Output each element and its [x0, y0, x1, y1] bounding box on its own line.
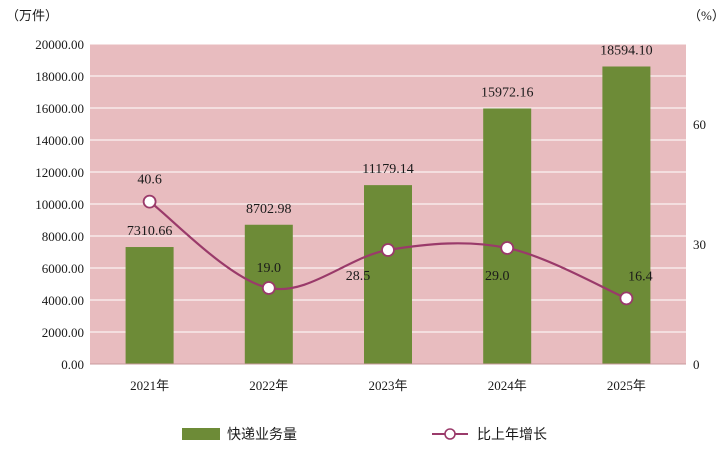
right-axis-tick-label: 60: [693, 117, 706, 132]
line-value-label: 16.4: [628, 269, 653, 284]
x-axis-tick-label: 2023年: [368, 378, 407, 393]
bar-value-label: 18594.10: [600, 43, 653, 58]
legend-line-marker: [444, 428, 456, 440]
bar-value-label: 11179.14: [362, 162, 413, 177]
left-axis-tick-label: 16000.00: [35, 101, 84, 116]
left-axis-tick-label: 8000.00: [42, 229, 84, 244]
left-axis-tick-label: 0.00: [61, 357, 84, 372]
x-axis-tick-label: 2025年: [607, 378, 646, 393]
left-axis-tick-label: 20000.00: [35, 37, 84, 52]
line-point: [500, 241, 515, 255]
bar: [483, 108, 532, 365]
legend-bar-swatch: [182, 428, 220, 440]
legend-bar-label: 快递业务量: [227, 427, 297, 443]
bar-value-label: 7310.66: [127, 224, 173, 239]
line-value-label: 28.5: [346, 269, 371, 284]
left-axis-tick-label: 18000.00: [35, 69, 84, 84]
legend-line-label: 比上年增长: [477, 427, 547, 443]
line-point: [142, 194, 157, 209]
data-labels: 7310.66 8702.98 11179.14 15972.16 18594.10 40…: [127, 43, 653, 284]
line-value-label: 19.0: [257, 261, 282, 276]
x-axis-tick-label: 2022年: [249, 378, 288, 393]
left-axis: 0.00 2000.00 4000.00 6000.00 8000.00 10000.00…: [35, 37, 84, 372]
right-axis-tick-label: 30: [693, 237, 706, 252]
line-point: [619, 291, 634, 306]
line-markers: [142, 194, 634, 306]
bar-value-label: 15972.16: [481, 85, 534, 100]
left-axis-tick-label: 4000.00: [42, 293, 84, 308]
left-axis-tick-label: 6000.00: [42, 261, 84, 276]
left-axis-tick-label: 12000.00: [35, 165, 84, 180]
legend: 快递业务量 比上年增长: [182, 427, 547, 443]
left-axis-tick-label: 10000.00: [35, 197, 84, 212]
x-axis-tick-label: 2021年: [130, 378, 169, 393]
line-point: [381, 243, 395, 257]
line-point: [261, 281, 276, 295]
right-axis-unit: （%）: [688, 8, 717, 23]
bar-value-label: 8702.98: [246, 202, 292, 217]
right-axis: 0 30 60: [693, 117, 706, 372]
bar: [602, 66, 651, 365]
x-axis: 2021年 2022年 2023年 2024年 2025年: [90, 363, 686, 393]
right-axis-tick-label: 0: [693, 357, 700, 372]
line-value-label: 40.6: [137, 173, 162, 188]
bar: [364, 185, 412, 364]
line-value-label: 29.0: [485, 269, 510, 284]
bar: [125, 247, 174, 364]
left-axis-tick-label: 14000.00: [35, 133, 84, 148]
left-axis-unit: （万件）: [6, 8, 58, 23]
x-axis-tick-label: 2024年: [488, 378, 527, 393]
left-axis-tick-label: 2000.00: [42, 325, 84, 340]
